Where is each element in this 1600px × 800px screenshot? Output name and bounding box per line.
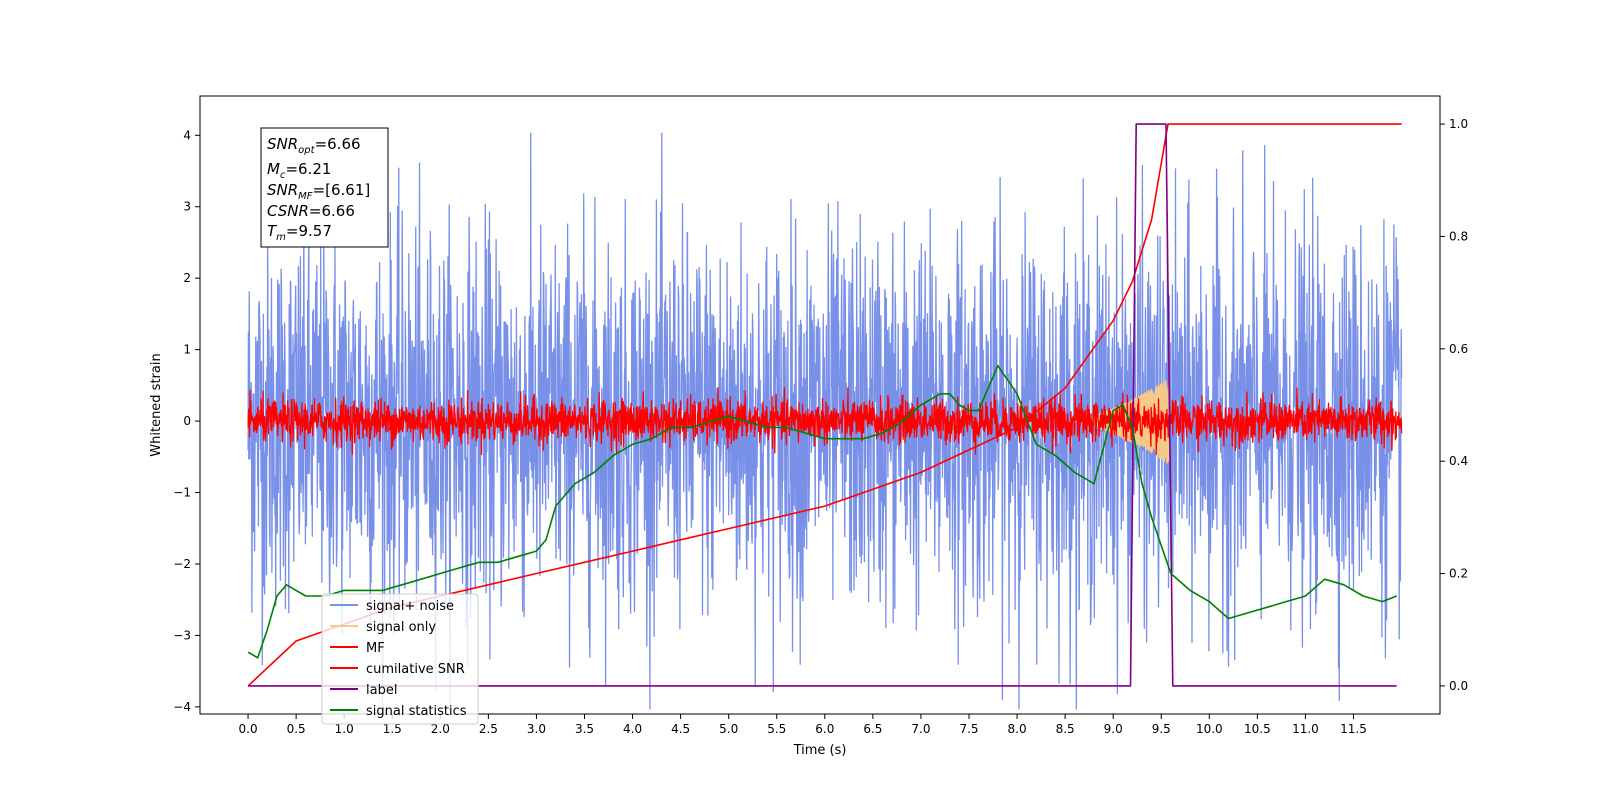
y-right-tick-label: 0.4: [1449, 454, 1468, 468]
x-tick-label: 5.0: [719, 722, 738, 736]
info-csnr: CSNR=6.66: [267, 202, 355, 220]
y-right-tick-label: 0.0: [1449, 679, 1468, 693]
info-mc-value: =6.21: [285, 160, 331, 178]
legend-label-cumulative-snr: cumilative SNR: [366, 662, 465, 677]
y-left-tick-label: −1: [173, 486, 191, 500]
y-left-tick-label: 0: [183, 414, 191, 428]
info-snr-opt: SNRopt=6.66: [267, 135, 361, 156]
info-mc-base: M: [267, 160, 280, 178]
y-right-tick-label: 1.0: [1449, 117, 1468, 131]
x-tick-label: 0.5: [287, 722, 306, 736]
y-left-tick-label: 4: [183, 128, 191, 142]
series-line-mf: [247, 387, 1403, 455]
info-tm-sub: m: [276, 232, 286, 243]
x-tick-label: 11.0: [1292, 722, 1319, 736]
x-tick-label: 6.0: [815, 722, 834, 736]
x-axis-ticks: 0.0 0.5 1.0 1.5 2.0 2.5 3.0 3.5 4.0 4.5 5.0 5.5 6.0 6…: [239, 714, 1367, 736]
info-mc-sub: c: [280, 170, 286, 181]
x-tick-label: 2.0: [431, 722, 450, 736]
legend-frame: [321, 593, 479, 725]
legend-label-label: label: [366, 683, 397, 698]
info-snr-mf-base: SNR: [267, 181, 298, 199]
y-right-tick-label: 0.2: [1449, 567, 1468, 581]
x-tick-label: 4.0: [623, 722, 642, 736]
x-tick-label: 9.0: [1104, 722, 1123, 736]
x-tick-label: 11.5: [1340, 722, 1367, 736]
info-mc: Mc=6.21: [267, 160, 331, 181]
series-line-label: [248, 123, 1397, 687]
y-axis-left-ticks: 4 3 2 1 0 −1 −2 −3 −4: [173, 128, 200, 714]
x-tick-label: 0.0: [239, 722, 258, 736]
info-tm-base: T: [267, 222, 278, 240]
x-tick-label: 7.0: [911, 722, 930, 736]
y-left-tick-label: 2: [183, 271, 191, 285]
x-tick-label: 4.5: [671, 722, 690, 736]
info-csnr-base: CSNR: [267, 202, 309, 220]
x-tick-label: 10.5: [1244, 722, 1271, 736]
y-left-tick-label: −4: [173, 700, 191, 714]
info-box-frame: [260, 127, 389, 248]
x-tick-label: 3.5: [575, 722, 594, 736]
y-left-tick-label: 3: [183, 200, 191, 214]
info-snr-mf-value: =[6.61]: [313, 181, 371, 199]
legend-label-signal-statistics: signal statistics: [366, 704, 467, 719]
legend-label-signal-noise: signal+ noise: [366, 599, 454, 614]
info-snr-opt-value: =6.66: [315, 135, 361, 153]
info-box: SNRopt=6.66 Mc=6.21 SNRMF=[6.61] CSNR=6.…: [260, 127, 389, 248]
x-tick-label: 8.5: [1056, 722, 1075, 736]
legend: signal+ noise signal only MF cumilative …: [321, 593, 479, 725]
x-tick-label: 1.0: [335, 722, 354, 736]
x-axis-label: Time (s): [793, 743, 847, 758]
y-axis-right-ticks: 1.0 0.8 0.6 0.4 0.2 0.0: [1440, 117, 1468, 693]
y-left-tick-label: −3: [173, 628, 191, 642]
x-tick-label: 6.5: [863, 722, 882, 736]
series-line-signal-statistics: [247, 364, 1397, 659]
info-snr-mf: SNRMF=[6.61]: [267, 181, 370, 202]
x-tick-label: 5.5: [767, 722, 786, 736]
info-snr-mf-sub: MF: [298, 191, 313, 202]
info-snr-opt-base: SNR: [267, 135, 298, 153]
x-tick-label: 9.5: [1152, 722, 1171, 736]
x-tick-label: 7.5: [959, 722, 978, 736]
info-snr-opt-sub: opt: [298, 145, 315, 156]
x-tick-label: 10.0: [1196, 722, 1223, 736]
plot-frame: [199, 95, 1441, 715]
legend-label-mf: MF: [366, 641, 385, 656]
y-right-tick-label: 0.8: [1449, 229, 1468, 243]
legend-label-signal-only: signal only: [366, 620, 436, 635]
y-left-tick-label: 1: [183, 343, 191, 357]
y-left-tick-label: −2: [173, 557, 191, 571]
info-csnr-value: =6.66: [309, 202, 355, 220]
info-tm: Tm=9.57: [267, 222, 332, 243]
x-tick-label: 8.0: [1008, 722, 1027, 736]
x-tick-label: 3.0: [527, 722, 546, 736]
y-axis-label: Whitened strain: [149, 353, 164, 456]
x-tick-label: 2.5: [479, 722, 498, 736]
x-tick-label: 1.5: [383, 722, 402, 736]
y-right-tick-label: 0.6: [1449, 342, 1468, 356]
info-tm-value: =9.57: [286, 222, 332, 240]
